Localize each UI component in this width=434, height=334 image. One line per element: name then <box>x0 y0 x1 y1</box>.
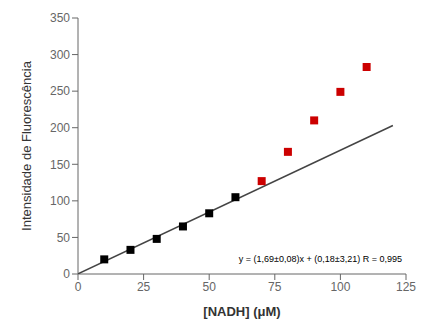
svg-text:350: 350 <box>50 11 70 25</box>
svg-text:200: 200 <box>50 121 70 135</box>
svg-text:300: 300 <box>50 48 70 62</box>
svg-text:75: 75 <box>268 280 282 294</box>
svg-text:125: 125 <box>396 280 416 294</box>
svg-text:100: 100 <box>50 194 70 208</box>
svg-text:100: 100 <box>330 280 350 294</box>
svg-text:50: 50 <box>203 280 217 294</box>
svg-text:0: 0 <box>63 267 70 281</box>
svg-text:Intensidade de Fluorescência: Intensidade de Fluorescência <box>19 60 34 231</box>
svg-text:0: 0 <box>75 280 82 294</box>
svg-text:250: 250 <box>50 84 70 98</box>
svg-text:25: 25 <box>137 280 151 294</box>
svg-text:[NADH] (μM): [NADH] (μM) <box>203 304 280 319</box>
svg-text:50: 50 <box>57 231 71 245</box>
svg-text:150: 150 <box>50 158 70 172</box>
html-text:y = (1,69±0,08)x + (0,18±3,21): y = (1,69±0,08)x + (0,18±3,21) R = 0,995 <box>238 254 402 264</box>
